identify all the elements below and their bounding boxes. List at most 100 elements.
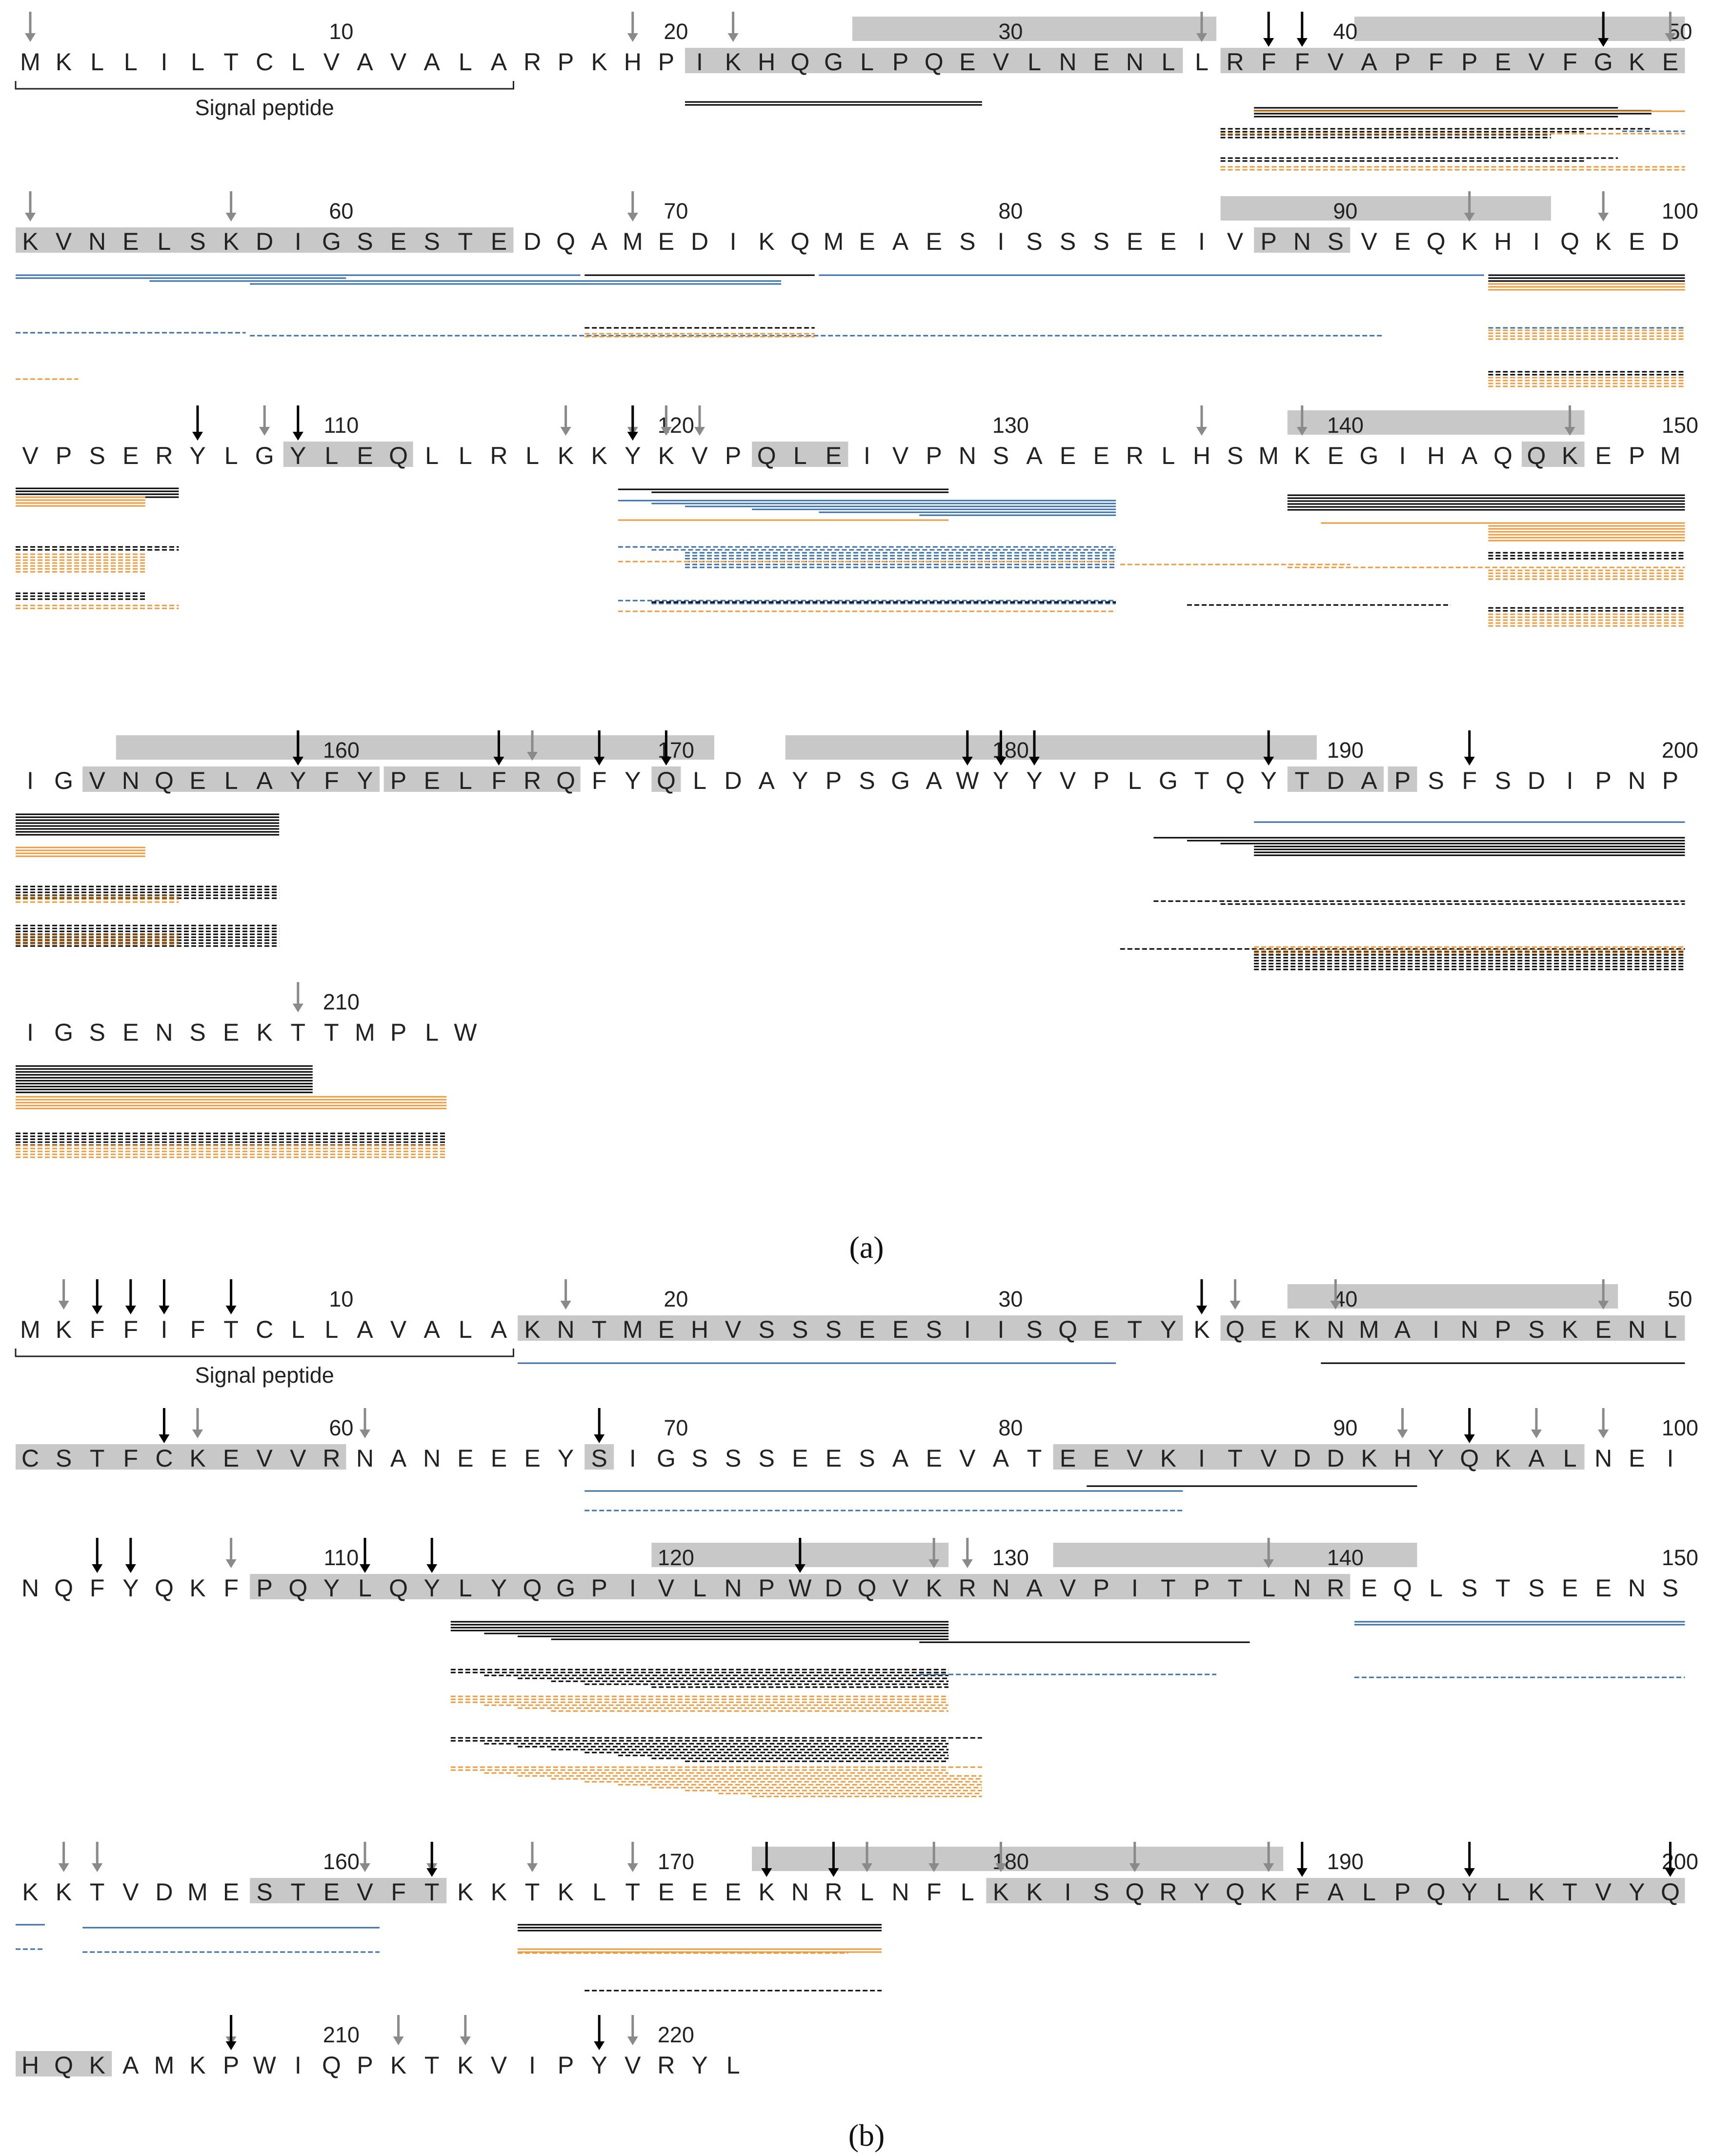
residue-103: F: [90, 1574, 105, 1602]
residue-89: D: [1293, 1445, 1311, 1472]
residue-166: T: [525, 1878, 540, 1906]
residue-135: T: [1161, 1574, 1176, 1602]
gray-cleavage-arrow: [1397, 1408, 1408, 1438]
residue-114: L: [459, 442, 472, 469]
gray-cleavage-arrow: [25, 12, 36, 42]
residue-27: P: [892, 48, 908, 76]
residue-189: F: [1295, 1878, 1310, 1906]
residue-170: Q: [657, 767, 676, 794]
residue-161: Y: [357, 767, 373, 794]
residue-71: D: [691, 228, 708, 255]
residue-212: K: [390, 2052, 406, 2079]
residue-20: E: [658, 1316, 674, 1343]
black-cleavage-arrow: [761, 1842, 772, 1877]
gray-cleavage-arrow: [527, 1842, 538, 1872]
residue-189: T: [1295, 767, 1310, 794]
residue-highlight: [250, 1878, 447, 1903]
residue-highlight: [1053, 1444, 1585, 1470]
residue-201: I: [27, 1019, 34, 1046]
residue-46: V: [1528, 48, 1545, 76]
gray-cleavage-arrow: [1129, 1842, 1140, 1872]
gray-cleavage-arrow: [25, 191, 36, 222]
residue-3: F: [90, 1316, 105, 1343]
gray-cleavage-arrow: [1531, 1408, 1542, 1438]
residue-21: H: [691, 1316, 708, 1343]
residue-107: F: [223, 1574, 239, 1602]
residue-130: S: [993, 442, 1009, 469]
residue-108: G: [255, 442, 274, 469]
residue-highlight: [651, 766, 681, 792]
residue-145: T: [1495, 1574, 1511, 1602]
residue-188: Y: [1261, 767, 1277, 794]
residue-highlight: [1287, 766, 1384, 792]
black-cleavage-arrow: [828, 1842, 839, 1877]
residue-78: E: [926, 1445, 942, 1472]
residue-87: T: [1228, 1445, 1243, 1472]
residue-112: Q: [389, 1574, 408, 1602]
residue-27: E: [892, 1316, 908, 1343]
residue-12: V: [390, 1316, 407, 1343]
residue-8: C: [256, 48, 273, 76]
residue-77: A: [892, 228, 909, 255]
black-cleavage-arrow: [225, 1279, 237, 1314]
residue-172: E: [725, 1878, 741, 1906]
residue-38: E: [1261, 1316, 1277, 1343]
residue-34: N: [1126, 48, 1144, 76]
residue-9: L: [291, 1316, 305, 1343]
residue-6: F: [190, 1316, 205, 1343]
residue-57: K: [223, 228, 239, 255]
residue-145: Q: [1493, 442, 1512, 469]
residue-132: E: [1060, 442, 1076, 469]
residue-142: Q: [1393, 1574, 1412, 1602]
residue-61: N: [356, 1445, 374, 1472]
residue-67: Y: [558, 1445, 574, 1472]
gray-cleavage-arrow: [292, 982, 303, 1012]
residue-53: N: [88, 228, 106, 255]
residue-26: E: [859, 1316, 875, 1343]
black-cleavage-arrow: [1196, 1279, 1207, 1314]
residue-52: S: [56, 1445, 72, 1472]
residue-highlight: [1388, 766, 1417, 792]
residue-206: K: [189, 2052, 205, 2079]
residue-74: Q: [790, 228, 809, 255]
residue-163: T: [424, 1878, 440, 1906]
residue-85: K: [1160, 1445, 1176, 1472]
residue-69: I: [629, 1445, 636, 1472]
residue-15: A: [491, 1316, 507, 1343]
residue-90: S: [1328, 228, 1344, 255]
residue-196: K: [1528, 1878, 1544, 1906]
position-number: 180: [992, 1849, 1029, 1874]
residue-167: Q: [556, 767, 575, 794]
residue-highlight: [1220, 1315, 1685, 1341]
residue-200: Q: [1661, 1878, 1680, 1906]
residue-123: P: [759, 1574, 775, 1602]
residue-34: T: [1128, 1316, 1143, 1343]
residue-159: Y: [290, 767, 306, 794]
gray-cleavage-arrow: [192, 1408, 203, 1438]
residue-207: E: [223, 1019, 239, 1046]
structure-bar: [1287, 410, 1585, 435]
residue-16: R: [524, 48, 541, 76]
residue-72: I: [730, 228, 737, 255]
residue-159: T: [291, 1878, 306, 1906]
black-cleavage-arrow: [661, 730, 672, 766]
position-number: 130: [992, 413, 1029, 438]
gray-cleavage-arrow: [393, 2015, 404, 2045]
residue-63: S: [424, 228, 440, 255]
residue-28: S: [926, 1316, 942, 1343]
residue-37: R: [1227, 48, 1244, 76]
residue-118: K: [591, 442, 607, 469]
black-cleavage-arrow: [1029, 730, 1040, 766]
position-number: 140: [1327, 1545, 1364, 1570]
residue-123: Q: [757, 442, 776, 469]
residue-158: A: [257, 767, 273, 794]
residue-212: P: [390, 1019, 406, 1046]
residue-186: T: [1194, 767, 1209, 794]
residue-218: Y: [591, 2052, 607, 2079]
residue-155: D: [155, 1878, 173, 1906]
position-number: 120: [658, 1545, 694, 1570]
residue-60: R: [322, 1445, 340, 1472]
residue-153: V: [89, 767, 106, 794]
residue-152: K: [56, 1878, 72, 1906]
position-number: 100: [1662, 199, 1698, 223]
